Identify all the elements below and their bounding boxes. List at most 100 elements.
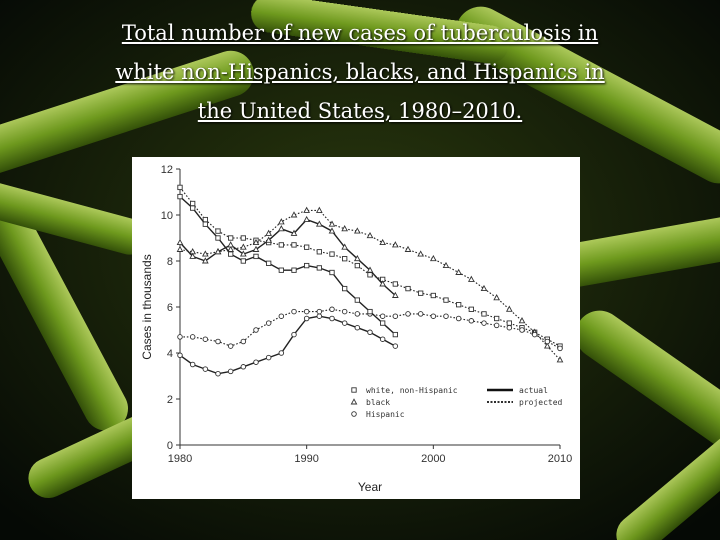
data-point-hispanic-projected	[519, 327, 525, 333]
data-point-black-projected	[518, 317, 526, 324]
data-point-black-projected	[315, 206, 323, 213]
data-point-hispanic-projected	[202, 336, 209, 342]
legend-label: actual	[519, 386, 548, 395]
data-point-hispanic-actual	[341, 320, 348, 326]
data-point-white-non-hispanic-actual	[177, 193, 183, 200]
data-point-black-actual	[265, 236, 273, 243]
series-black-projected	[176, 206, 564, 363]
y-axis-title: Cases in thousands	[140, 254, 154, 359]
data-point-hispanic-projected	[506, 324, 513, 331]
data-point-black-actual	[303, 215, 311, 223]
series-white-non-hispanic-actual	[177, 193, 398, 338]
data-point-black-projected	[239, 243, 247, 250]
slide-title-line-1: Total number of new cases of tuberculosi…	[121, 21, 599, 45]
data-point-white-non-hispanic-projected	[190, 200, 196, 207]
data-point-black-actual	[328, 227, 336, 234]
data-point-white-non-hispanic-projected	[468, 306, 474, 312]
data-point-hispanic-projected	[557, 345, 563, 352]
data-point-white-non-hispanic-actual	[342, 285, 348, 292]
data-point-black-projected	[328, 220, 336, 227]
data-point-white-non-hispanic-projected	[215, 228, 221, 234]
data-point-black-actual	[189, 252, 197, 259]
data-point-black-actual	[239, 250, 247, 257]
series-black-actual	[176, 215, 399, 298]
data-point-white-non-hispanic-projected	[291, 242, 297, 248]
data-point-hispanic-actual	[215, 370, 221, 377]
data-point-white-non-hispanic-actual	[202, 221, 208, 227]
data-point-white-non-hispanic-projected	[405, 285, 411, 292]
data-point-hispanic-projected	[354, 311, 361, 317]
data-point-white-non-hispanic-projected	[316, 249, 322, 255]
data-point-white-non-hispanic-projected	[494, 315, 500, 322]
data-point-hispanic-projected	[303, 308, 310, 315]
data-point-black-projected	[265, 229, 273, 236]
data-point-hispanic-actual	[367, 329, 373, 336]
data-point-hispanic-projected	[215, 338, 221, 345]
data-point-black-actual	[227, 241, 235, 248]
data-point-black-actual	[315, 220, 323, 227]
y-tick-label: 10	[161, 210, 173, 222]
legend-marker-square	[351, 387, 357, 393]
data-point-white-non-hispanic-projected	[443, 297, 449, 303]
data-point-white-non-hispanic-projected	[177, 184, 183, 191]
legend-label: black	[366, 398, 390, 407]
data-point-white-non-hispanic-projected	[240, 235, 246, 241]
data-point-black-projected	[391, 241, 399, 248]
y-tick-label: 8	[167, 256, 173, 268]
tb-cases-line-chart: 0 2 4 6 8 10 12 1980 1990 2000 2010 Year Cases in…	[140, 164, 572, 494]
data-point-hispanic-actual	[265, 354, 272, 361]
data-point-black-projected	[353, 227, 361, 234]
data-point-white-non-hispanic-actual	[215, 235, 221, 241]
data-point-hispanic-projected	[240, 338, 247, 345]
data-point-white-non-hispanic-projected	[456, 302, 462, 308]
data-point-hispanic-actual	[240, 364, 247, 370]
series-hispanic-actual	[177, 313, 399, 377]
data-point-white-non-hispanic-actual	[316, 265, 322, 271]
y-tick-label: 6	[167, 302, 173, 314]
data-point-black-projected	[341, 225, 349, 232]
series-line-hispanic-actual	[179, 315, 396, 375]
data-point-black-projected	[252, 238, 260, 246]
y-tick-label: 4	[167, 348, 173, 360]
data-point-black-projected	[404, 245, 412, 252]
data-point-hispanic-actual	[316, 313, 323, 319]
data-point-hispanic-actual	[227, 368, 234, 375]
data-point-black-actual	[366, 266, 374, 273]
data-point-white-non-hispanic-actual	[329, 269, 335, 276]
data-point-white-non-hispanic-projected	[430, 292, 436, 299]
legend-label: projected	[519, 398, 563, 407]
data-point-hispanic-actual	[379, 336, 386, 342]
legend-marker-circle	[351, 411, 357, 417]
data-point-black-projected	[277, 218, 285, 225]
data-point-white-non-hispanic-actual	[266, 260, 272, 266]
data-point-white-non-hispanic-actual	[392, 331, 398, 338]
data-point-white-non-hispanic-projected	[278, 242, 284, 248]
y-tick-group: 0 2 4 6 8 10 12	[161, 164, 180, 452]
data-point-black-actual	[391, 291, 399, 298]
data-point-hispanic-actual	[291, 331, 297, 338]
data-point-white-non-hispanic-projected	[329, 251, 335, 257]
data-point-black-actual	[176, 238, 184, 246]
data-point-white-non-hispanic-projected	[367, 272, 373, 278]
x-tick-label: 1980	[168, 453, 192, 465]
data-point-hispanic-projected	[189, 334, 196, 340]
data-point-black-projected	[442, 261, 450, 269]
x-tick-label: 2000	[421, 453, 445, 465]
data-point-hispanic-projected	[544, 338, 551, 345]
data-point-black-projected	[556, 356, 564, 363]
chart-legend: white, non-Hispanic black Hispanic actual pr…	[350, 386, 563, 419]
data-point-black-actual	[379, 280, 387, 287]
data-point-hispanic-actual	[189, 361, 196, 368]
data-point-white-non-hispanic-actual	[367, 308, 373, 315]
data-point-black-actual	[290, 229, 298, 236]
data-point-black-actual	[252, 245, 260, 252]
slide-title-line-2: white non-Hispanics, blacks, and Hispani…	[115, 60, 605, 84]
data-point-hispanic-projected	[278, 313, 285, 319]
data-point-black-projected	[201, 250, 209, 257]
data-point-black-projected	[493, 294, 501, 301]
slide-title-line-3: the United States, 1980–2010.	[197, 99, 523, 123]
data-point-white-non-hispanic-projected	[342, 256, 348, 262]
data-point-white-non-hispanic-projected	[228, 235, 234, 241]
data-point-white-non-hispanic-actual	[291, 267, 297, 273]
data-point-hispanic-projected	[316, 308, 323, 315]
